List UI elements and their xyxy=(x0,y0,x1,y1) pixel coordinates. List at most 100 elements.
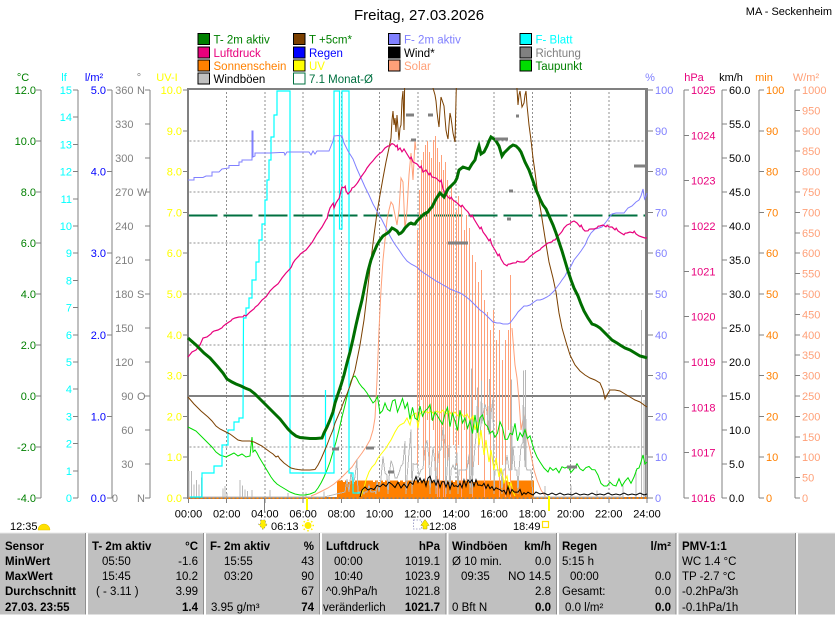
svg-text:15: 15 xyxy=(60,85,72,97)
svg-text:67: 67 xyxy=(301,586,314,598)
svg-text:50: 50 xyxy=(655,289,667,301)
svg-text:50.0: 50.0 xyxy=(729,153,750,165)
svg-text:NO 14.5: NO 14.5 xyxy=(508,571,551,583)
svg-text:15:45: 15:45 xyxy=(102,571,131,583)
svg-text:MinWert: MinWert xyxy=(5,556,50,568)
svg-text:60: 60 xyxy=(655,248,667,260)
svg-text:Wind*: Wind* xyxy=(404,48,435,60)
svg-text:-4.0: -4.0 xyxy=(17,493,36,505)
svg-text:350: 350 xyxy=(802,350,820,362)
svg-text:9.0: 9.0 xyxy=(167,126,182,138)
svg-text:TP -2.7 °C: TP -2.7 °C xyxy=(682,571,736,583)
svg-text:90: 90 xyxy=(766,126,778,138)
svg-text:800: 800 xyxy=(802,167,820,179)
svg-text:3.0: 3.0 xyxy=(91,248,106,260)
svg-text:l/m²: l/m² xyxy=(85,72,104,84)
svg-text:7: 7 xyxy=(66,303,72,315)
svg-text:3.95 g/m³: 3.95 g/m³ xyxy=(211,602,260,614)
svg-text:S: S xyxy=(137,289,144,301)
svg-text:80: 80 xyxy=(766,167,778,179)
svg-text:200: 200 xyxy=(802,411,820,423)
svg-text:12:35: 12:35 xyxy=(10,521,38,533)
svg-text:1023: 1023 xyxy=(691,176,715,188)
svg-text:F- 2m aktiv: F- 2m aktiv xyxy=(210,541,271,553)
svg-text:%: % xyxy=(645,72,655,84)
svg-text:10: 10 xyxy=(766,452,778,464)
svg-text:40: 40 xyxy=(655,330,667,342)
svg-text:1.0: 1.0 xyxy=(167,452,182,464)
svg-text:150: 150 xyxy=(115,323,133,335)
svg-text:10.0: 10.0 xyxy=(161,85,182,97)
svg-text:06:13: 06:13 xyxy=(271,521,299,533)
svg-text:43: 43 xyxy=(301,556,314,568)
svg-text:7.1 Monat-Ø: 7.1 Monat-Ø xyxy=(309,74,373,86)
svg-text:240: 240 xyxy=(115,221,133,233)
svg-text:km/h: km/h xyxy=(719,72,743,84)
svg-text:24:00: 24:00 xyxy=(633,509,661,521)
svg-text:1021: 1021 xyxy=(691,266,715,278)
svg-text:0: 0 xyxy=(802,493,808,505)
svg-text:0.0: 0.0 xyxy=(655,571,671,583)
svg-text:0.0: 0.0 xyxy=(729,493,744,505)
svg-text:100: 100 xyxy=(766,85,784,97)
svg-text:1021.7: 1021.7 xyxy=(405,602,440,614)
svg-text:20: 20 xyxy=(655,411,667,423)
svg-text:0.0: 0.0 xyxy=(91,493,106,505)
svg-text:650: 650 xyxy=(802,228,820,240)
svg-text:W/m²: W/m² xyxy=(793,72,820,84)
svg-text:13: 13 xyxy=(60,139,72,151)
svg-text:0.0: 0.0 xyxy=(535,602,551,614)
svg-text:2.0: 2.0 xyxy=(21,340,36,352)
svg-text:6.0: 6.0 xyxy=(167,248,182,260)
svg-text:03:20: 03:20 xyxy=(224,571,253,583)
svg-text:40: 40 xyxy=(766,330,778,342)
svg-text:60.0: 60.0 xyxy=(729,85,750,97)
svg-text:Luftdruck: Luftdruck xyxy=(326,541,380,553)
svg-text:T +5cm*: T +5cm* xyxy=(309,35,352,47)
svg-text:( - 3.11 ): ( - 3.11 ) xyxy=(96,586,139,598)
svg-text:12:08: 12:08 xyxy=(429,521,457,533)
svg-text:850: 850 xyxy=(802,146,820,158)
svg-text:3.0: 3.0 xyxy=(167,371,182,383)
svg-text:5.0: 5.0 xyxy=(91,85,106,97)
svg-text:70: 70 xyxy=(655,207,667,219)
svg-text:5.0: 5.0 xyxy=(167,289,182,301)
svg-text:5: 5 xyxy=(66,357,72,369)
svg-text:2.0: 2.0 xyxy=(167,411,182,423)
svg-text:270: 270 xyxy=(115,187,133,199)
svg-text:F- 2m aktiv: F- 2m aktiv xyxy=(404,35,461,47)
svg-text:5.0: 5.0 xyxy=(729,459,744,471)
svg-text:5:15 h: 5:15 h xyxy=(562,556,594,568)
svg-text:0 Bft N: 0 Bft N xyxy=(452,602,487,614)
svg-text:1021.8: 1021.8 xyxy=(405,586,440,598)
svg-text:1025: 1025 xyxy=(691,85,715,97)
svg-text:30: 30 xyxy=(121,459,133,471)
svg-text:74: 74 xyxy=(301,602,314,614)
svg-text:02:00: 02:00 xyxy=(213,509,241,521)
svg-text:2.0: 2.0 xyxy=(91,330,106,342)
svg-text:4: 4 xyxy=(66,384,72,396)
svg-text:UV: UV xyxy=(309,61,325,73)
svg-text:50: 50 xyxy=(802,473,814,485)
svg-text:50: 50 xyxy=(766,289,778,301)
svg-text:6: 6 xyxy=(66,330,72,342)
svg-text:0.0: 0.0 xyxy=(655,602,671,614)
svg-text:9: 9 xyxy=(66,248,72,260)
svg-text:0: 0 xyxy=(66,493,72,505)
svg-text:PMV-1:1: PMV-1:1 xyxy=(682,541,727,553)
svg-text:0: 0 xyxy=(655,493,661,505)
svg-text:100: 100 xyxy=(802,452,820,464)
svg-text:Taupunkt: Taupunkt xyxy=(536,61,583,73)
svg-text:360: 360 xyxy=(115,85,133,97)
svg-text:1016: 1016 xyxy=(691,493,715,505)
svg-text:950: 950 xyxy=(802,105,820,117)
svg-text:10.0: 10.0 xyxy=(15,136,36,148)
svg-text:900: 900 xyxy=(802,126,820,138)
svg-text:Regen: Regen xyxy=(309,48,343,60)
svg-text:Regen: Regen xyxy=(562,541,597,553)
svg-text:750: 750 xyxy=(802,187,820,199)
svg-text:Gesamt:: Gesamt: xyxy=(562,586,605,598)
svg-text:Windböen: Windböen xyxy=(452,541,507,553)
svg-text:300: 300 xyxy=(115,153,133,165)
svg-text:T- 2m aktiv: T- 2m aktiv xyxy=(214,35,270,47)
